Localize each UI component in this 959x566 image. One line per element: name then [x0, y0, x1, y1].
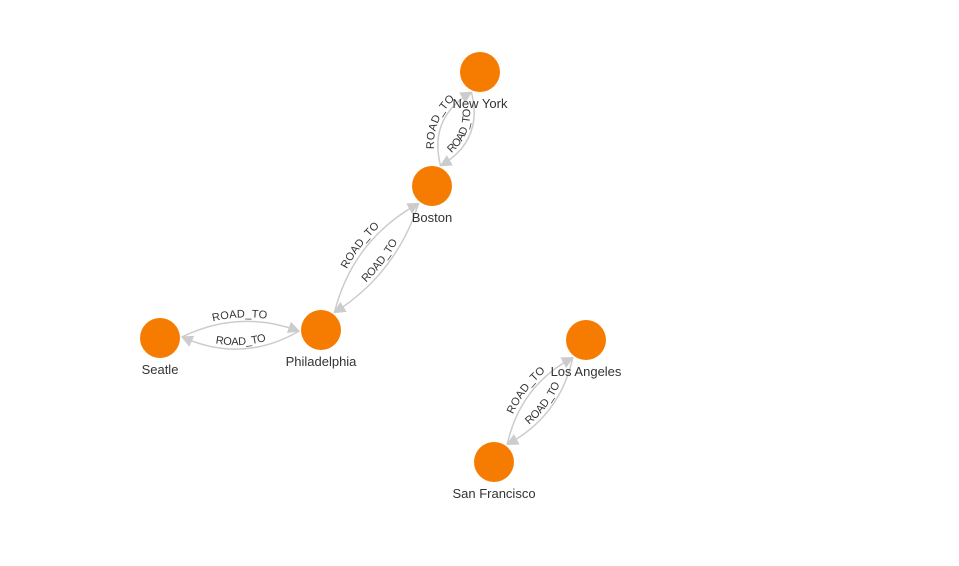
- node-circle: [474, 442, 514, 482]
- node-label: Boston: [412, 210, 452, 225]
- node-label: Seatle: [142, 362, 179, 377]
- node-label: Philadelphia: [286, 354, 358, 369]
- node-circle: [460, 52, 500, 92]
- node-newyork[interactable]: New York: [453, 52, 508, 111]
- edges-layer: ROAD_TOROAD_TOROAD_TOROAD_TOROAD_TOROAD_…: [182, 92, 573, 444]
- node-label: New York: [453, 96, 508, 111]
- edge-label: ROAD_TO: [445, 108, 473, 155]
- edge-label: ROAD_TO: [215, 332, 268, 348]
- node-label: Los Angeles: [551, 364, 622, 379]
- node-circle: [140, 318, 180, 358]
- node-boston[interactable]: Boston: [412, 166, 452, 225]
- node-circle: [566, 320, 606, 360]
- node-circle: [412, 166, 452, 206]
- node-circle: [301, 310, 341, 350]
- node-losangeles[interactable]: Los Angeles: [551, 320, 622, 379]
- node-sanfrancisco[interactable]: San Francisco: [452, 442, 535, 501]
- nodes-layer: New York Boston Philadelphia Seatle Los Ange…: [140, 52, 622, 501]
- node-philadelphia[interactable]: Philadelphia: [286, 310, 358, 369]
- graph-canvas: ROAD_TOROAD_TOROAD_TOROAD_TOROAD_TOROAD_…: [0, 0, 959, 566]
- node-label: San Francisco: [452, 486, 535, 501]
- node-seatle[interactable]: Seatle: [140, 318, 180, 377]
- edge-seatle-philadelphia: [182, 321, 299, 337]
